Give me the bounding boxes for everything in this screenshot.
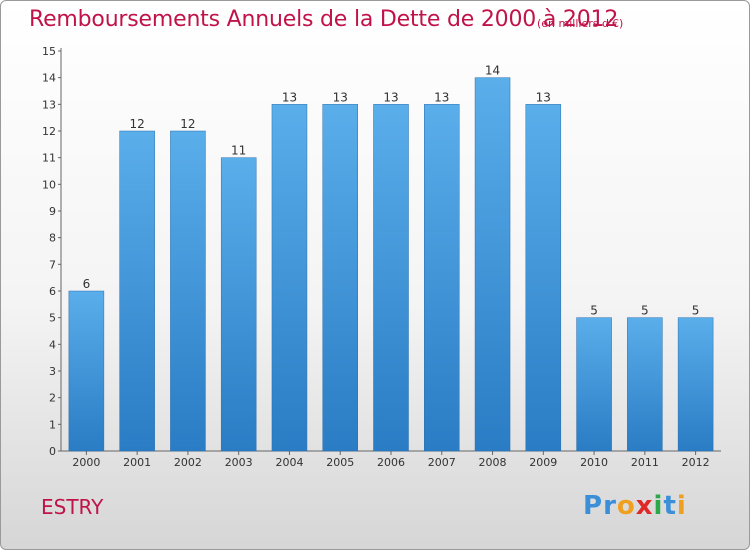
data-label: 13 xyxy=(282,90,297,104)
logo-letter: P xyxy=(583,491,604,521)
y-tick-label: 8 xyxy=(49,232,56,245)
x-tick-label: 2005 xyxy=(326,456,354,469)
x-tick-label: 2003 xyxy=(225,456,253,469)
bar xyxy=(424,104,460,452)
y-tick-label: 15 xyxy=(42,45,56,58)
data-label: 6 xyxy=(83,277,91,291)
x-tick-label: 2000 xyxy=(72,456,100,469)
data-label: 13 xyxy=(383,90,398,104)
logo-letter: i xyxy=(676,491,687,521)
y-tick-label: 12 xyxy=(42,125,56,138)
x-tick-label: 2008 xyxy=(479,456,507,469)
x-tick-label: 2006 xyxy=(377,456,405,469)
data-label: 13 xyxy=(536,90,551,104)
x-tick-label: 2009 xyxy=(529,456,557,469)
x-tick-label: 2004 xyxy=(275,456,303,469)
bar xyxy=(627,317,663,452)
bar xyxy=(474,77,511,452)
y-tick-label: 0 xyxy=(49,445,56,458)
y-tick-label: 2 xyxy=(49,392,56,405)
y-tick-label: 5 xyxy=(49,312,56,325)
x-tick-label: 2007 xyxy=(428,456,456,469)
logo-letter: o xyxy=(616,491,636,521)
x-tick-label: 2010 xyxy=(580,456,608,469)
commune-name: ESTRY xyxy=(41,495,104,519)
data-label: 13 xyxy=(333,90,348,104)
bar xyxy=(68,290,105,452)
y-tick-label: 13 xyxy=(42,98,56,111)
y-tick-label: 14 xyxy=(42,72,56,85)
data-label: 5 xyxy=(692,304,700,318)
y-tick-label: 6 xyxy=(49,285,56,298)
y-tick-label: 11 xyxy=(42,152,56,165)
chart-unit: (en milliers d'€) xyxy=(537,17,624,30)
bar xyxy=(170,130,206,452)
data-label: 5 xyxy=(590,304,598,318)
proxiti-logo: Proxiti xyxy=(583,491,687,521)
x-tick-label: 2001 xyxy=(123,456,151,469)
data-label: 11 xyxy=(231,144,246,158)
bar xyxy=(322,104,358,452)
bar xyxy=(525,104,562,452)
y-tick-label: 7 xyxy=(49,258,56,271)
y-tick-label: 9 xyxy=(49,205,56,218)
y-tick-label: 4 xyxy=(49,338,56,351)
x-tick-label: 2012 xyxy=(682,456,710,469)
data-label: 14 xyxy=(485,64,500,78)
y-tick-label: 10 xyxy=(42,178,56,191)
bar xyxy=(119,130,155,452)
logo-letter: x xyxy=(635,491,654,521)
bar xyxy=(576,317,612,452)
logo-letter: t xyxy=(663,491,677,521)
data-label: 13 xyxy=(434,90,449,104)
data-label: 12 xyxy=(130,117,145,131)
y-tick-label: 1 xyxy=(49,418,56,431)
bar xyxy=(220,157,257,452)
x-tick-label: 2011 xyxy=(631,456,659,469)
chart-title: Remboursements Annuels de la Dette de 20… xyxy=(29,7,619,32)
logo-letter: i xyxy=(653,491,664,521)
bar xyxy=(373,104,409,452)
x-tick-label: 2002 xyxy=(174,456,202,469)
data-label: 12 xyxy=(180,117,195,131)
bar xyxy=(677,317,714,452)
data-label: 5 xyxy=(641,304,649,318)
logo-letter: r xyxy=(603,491,617,521)
y-tick-label: 3 xyxy=(49,365,56,378)
bar xyxy=(271,104,308,452)
